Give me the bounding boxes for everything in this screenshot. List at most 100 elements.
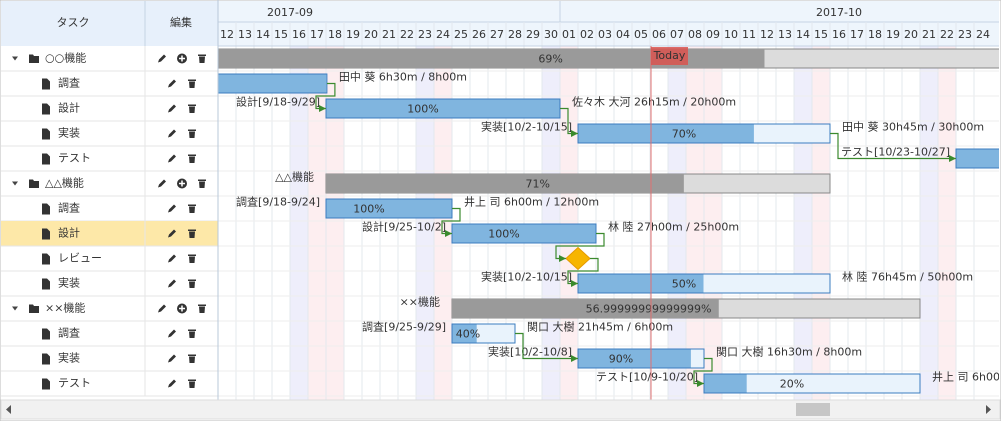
task-name: 設計 <box>58 101 80 115</box>
month-label: 2017-10 <box>816 6 862 19</box>
task-name: 設計 <box>58 226 80 240</box>
edit-button[interactable] <box>168 354 176 363</box>
edit-button[interactable] <box>168 379 176 388</box>
day-label: 09 <box>706 28 720 41</box>
day-label: 17 <box>310 28 324 41</box>
right-label: 田中 葵 6h30m / 8h00m <box>339 71 467 84</box>
day-label: 23 <box>418 28 432 41</box>
task-name: 実装 <box>58 126 80 140</box>
day-label: 13 <box>238 28 252 41</box>
edit-button[interactable] <box>168 129 176 138</box>
progress-label: 50% <box>672 278 696 291</box>
file-icon <box>42 378 50 390</box>
edit-button[interactable] <box>168 329 176 338</box>
left-label: 設計[9/25-10/2] <box>362 220 446 234</box>
scroll-thumb[interactable] <box>796 403 830 416</box>
delete-button[interactable] <box>188 104 196 114</box>
delete-button[interactable] <box>188 329 196 339</box>
day-label: 14 <box>256 28 270 41</box>
grid-header <box>1 1 218 46</box>
delete-button[interactable] <box>198 54 206 64</box>
delete-button[interactable] <box>198 304 206 314</box>
progress-label: 20% <box>780 378 804 391</box>
day-label: 10 <box>724 28 738 41</box>
delete-button[interactable] <box>188 279 196 289</box>
summary-progress <box>326 174 684 193</box>
day-label: 17 <box>850 28 864 41</box>
edit-button[interactable] <box>168 229 176 238</box>
delete-button[interactable] <box>188 229 196 239</box>
file-icon <box>42 353 50 365</box>
progress-label: 71% <box>525 178 549 191</box>
file-icon <box>42 128 50 140</box>
delete-button[interactable] <box>188 204 196 214</box>
task-name: テスト <box>58 152 91 165</box>
task-name: 実装 <box>58 276 80 290</box>
holiday-column <box>326 46 344 400</box>
right-label: 関口 大樹 21h45m / 6h00m <box>527 320 673 334</box>
scroll-right[interactable] <box>986 405 991 414</box>
expand-caret[interactable] <box>12 306 18 311</box>
edit-button[interactable] <box>168 79 176 88</box>
dependency-link <box>830 132 956 163</box>
right-label: 田中 葵 30h45m / 30h00m <box>842 121 984 134</box>
gantt-area: 2017-09 2017-10 12 13 14 15 16 17 18 19 20 21 22 23 24… <box>218 1 999 400</box>
saturday-column <box>290 46 308 400</box>
milestone[interactable] <box>565 246 591 271</box>
edit-button[interactable] <box>168 204 176 213</box>
dependency-link <box>515 332 578 363</box>
file-icon <box>42 228 50 240</box>
day-label: 08 <box>688 28 702 41</box>
left-label: 調査[9/25-9/29] <box>362 320 446 334</box>
scroll-left[interactable] <box>6 405 11 414</box>
expand-caret[interactable] <box>12 181 18 186</box>
saturday-column <box>416 46 434 400</box>
day-label: 27 <box>490 28 504 41</box>
task-name: ××機能 <box>45 301 85 315</box>
day-label: 29 <box>526 28 540 41</box>
delete-button[interactable] <box>188 379 196 389</box>
delete-button[interactable] <box>188 79 196 89</box>
day-label: 22 <box>400 28 414 41</box>
delete-button[interactable] <box>188 254 196 264</box>
task-name: 調査 <box>58 76 80 90</box>
task-progress <box>326 99 560 118</box>
day-label: 16 <box>292 28 306 41</box>
edit-button[interactable] <box>168 279 176 288</box>
add-plus <box>179 305 185 312</box>
scrollbar[interactable] <box>0 399 1001 420</box>
dependency-link <box>693 357 713 388</box>
left-label: 設計[9/18-9/29] <box>236 95 320 109</box>
day-label: 20 <box>904 28 918 41</box>
folder-icon <box>29 304 39 313</box>
add-plus <box>179 180 185 187</box>
expand-caret[interactable] <box>12 56 18 61</box>
holiday-column <box>434 46 452 400</box>
day-label: 12 <box>220 28 234 41</box>
day-label: 13 <box>778 28 792 41</box>
dependency-link <box>567 257 599 288</box>
day-label: 01 <box>562 28 576 41</box>
left-label: 実装[10/2-10/15] <box>481 270 572 284</box>
folder-icon <box>29 54 39 63</box>
file-icon <box>42 203 50 215</box>
edit-button[interactable] <box>158 304 166 313</box>
delete-button[interactable] <box>188 129 196 139</box>
day-label: 26 <box>472 28 486 41</box>
edit-button[interactable] <box>158 54 166 63</box>
day-label: 04 <box>616 28 630 41</box>
task-column-header: タスク <box>57 16 90 29</box>
delete-button[interactable] <box>188 154 196 164</box>
file-icon <box>42 328 50 340</box>
day-label: 30 <box>544 28 558 41</box>
left-label: テスト[10/9-10/20] <box>596 371 698 384</box>
summary-progress <box>452 299 719 318</box>
edit-button[interactable] <box>168 154 176 163</box>
delete-button[interactable] <box>188 354 196 364</box>
edit-button[interactable] <box>168 104 176 113</box>
delete-button[interactable] <box>198 179 206 189</box>
edit-button[interactable] <box>158 179 166 188</box>
edit-button[interactable] <box>168 254 176 263</box>
task-name: レビュー <box>58 252 102 265</box>
